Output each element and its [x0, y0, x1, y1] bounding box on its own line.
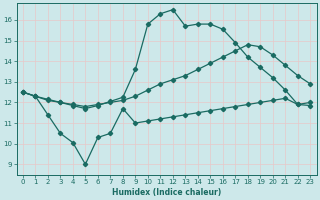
X-axis label: Humidex (Indice chaleur): Humidex (Indice chaleur): [112, 188, 221, 197]
